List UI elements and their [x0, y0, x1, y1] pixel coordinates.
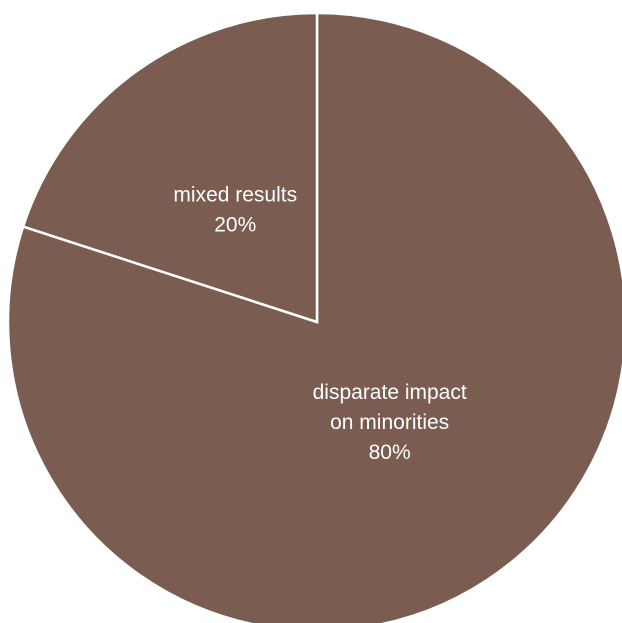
pie-slice [21, 11, 319, 324]
pie-slices [6, 11, 622, 623]
pie-labels: disparate impact on minorities 80% mixed re… [173, 184, 466, 464]
slice-label: on minorities [330, 411, 449, 434]
slice-value-label: 20% [214, 214, 256, 237]
pie-slice [6, 11, 622, 623]
slice-value-label: 80% [369, 441, 411, 464]
slice-label: mixed results [173, 184, 297, 207]
slice-label: disparate impact [313, 381, 467, 404]
